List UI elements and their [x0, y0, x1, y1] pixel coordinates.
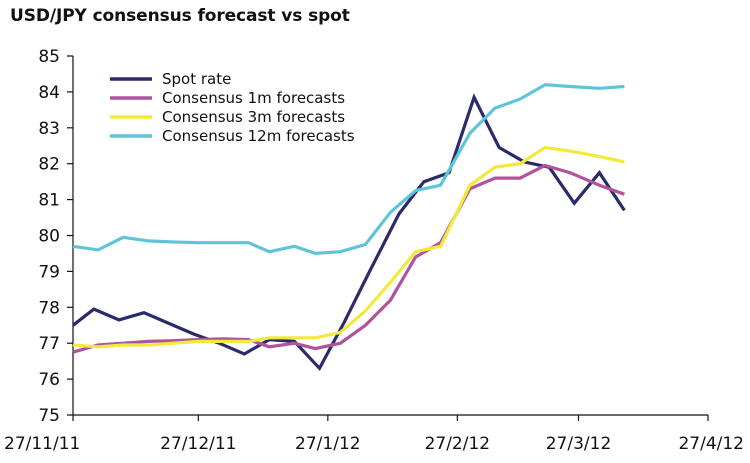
series-lines: [72, 83, 626, 372]
x-tick-label: 27/12/11: [160, 434, 236, 454]
axes: 75 76 77 78 79 80 81 82 83 84 85 27/11/11 27/12/11 27…: [4, 47, 744, 454]
y-tick-label: 82: [38, 155, 60, 175]
x-tick-label: 27/11/11: [4, 434, 80, 454]
x-tick-label: 27/3/12: [546, 434, 612, 454]
series-line-2: [72, 163, 625, 354]
y-tick-label: 80: [38, 227, 60, 247]
series-line-1: [72, 93, 626, 372]
y-tick-label: 76: [38, 370, 60, 390]
x-tick-label: 27/4/12: [678, 434, 744, 454]
series-line-4: [72, 83, 625, 256]
y-tick-label: 84: [38, 83, 60, 103]
y-tick-label: 85: [38, 47, 60, 67]
legend-label: Consensus 3m forecasts: [162, 108, 345, 126]
y-tick-label: 81: [38, 191, 60, 211]
y-tick-label: 78: [38, 298, 60, 318]
x-tick-label: 27/2/12: [425, 434, 491, 454]
x-tick-label: 27/1/12: [295, 434, 361, 454]
legend-label: Consensus 12m forecasts: [162, 127, 355, 145]
y-tick-label: 75: [38, 406, 60, 426]
chart-title: USD/JPY consensus forecast vs spot: [10, 6, 350, 26]
y-tick-label: 77: [38, 334, 60, 354]
legend-label: Consensus 1m forecasts: [162, 89, 345, 107]
y-tick-label: 79: [38, 262, 60, 282]
y-tick-label: 83: [38, 119, 60, 139]
legend-label: Spot rate: [162, 70, 231, 88]
series-line-3: [72, 145, 625, 349]
